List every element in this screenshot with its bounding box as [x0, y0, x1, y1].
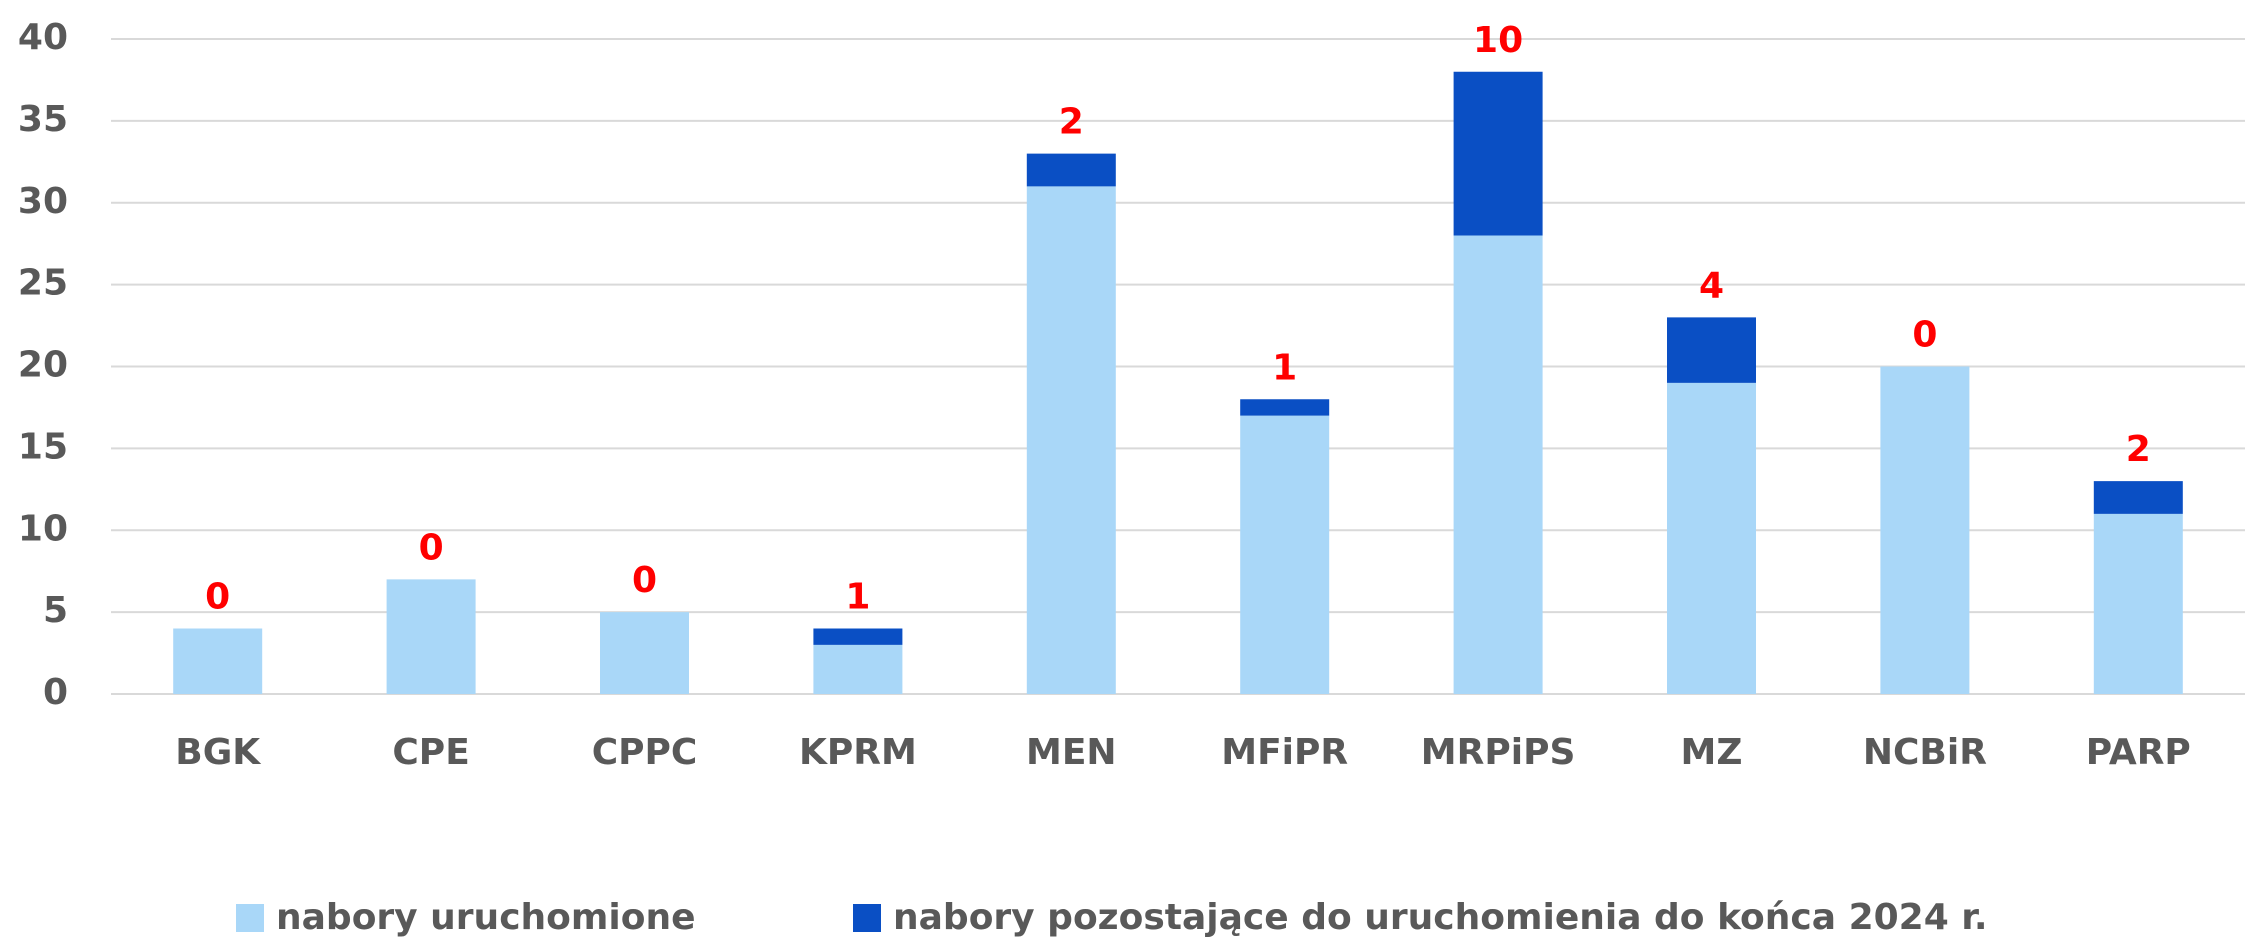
- y-tick-label: 30: [18, 181, 68, 222]
- bar-segment: [1667, 382, 1756, 694]
- data-label: 2: [2126, 429, 2151, 470]
- data-label: 0: [1912, 315, 1937, 356]
- bar-segment: [1453, 71, 1543, 236]
- y-tick-label: 20: [18, 345, 68, 386]
- x-tick-label: MZ: [1681, 732, 1743, 773]
- data-label: 1: [845, 577, 870, 618]
- x-tick-label: PARP: [2086, 732, 2191, 773]
- bar-segment: [813, 644, 903, 694]
- x-tick-label: MEN: [1026, 732, 1117, 773]
- x-tick-label: NCBiR: [1863, 732, 1987, 773]
- data-label: 2: [1059, 102, 1084, 143]
- bar-segment: [2093, 513, 2183, 694]
- data-label: 4: [1699, 265, 1724, 306]
- data-label: 0: [632, 560, 657, 601]
- legend-label: nabory pozostające do uruchomienia do ko…: [893, 897, 1988, 938]
- x-tick-label: MRPiPS: [1421, 732, 1576, 773]
- bar-segment: [600, 612, 689, 694]
- y-tick-label: 10: [18, 508, 68, 549]
- y-tick-label: 40: [18, 17, 68, 58]
- x-tick-label: MFiPR: [1221, 732, 1348, 773]
- legend-swatch: [236, 904, 264, 932]
- bar-segment: [1667, 317, 1756, 383]
- y-tick-label: 25: [18, 263, 68, 304]
- bar-segment: [386, 579, 476, 694]
- bar-segment: [1026, 186, 1116, 694]
- bar-segment: [1240, 415, 1330, 694]
- data-label: 10: [1473, 20, 1523, 61]
- bar-segment: [1026, 153, 1116, 187]
- x-tick-label: CPE: [392, 732, 469, 773]
- data-label: 0: [419, 527, 444, 568]
- legend-label: nabory uruchomione: [276, 897, 696, 938]
- bar-segment: [1880, 366, 1970, 694]
- bar-segment: [813, 628, 903, 645]
- bar-segment: [2093, 481, 2183, 514]
- x-tick-label: BGK: [175, 732, 261, 773]
- x-tick-label: CPPC: [592, 732, 698, 773]
- y-tick-label: 5: [43, 590, 68, 631]
- x-tick-label: KPRM: [799, 732, 917, 773]
- data-label: 1: [1272, 347, 1297, 388]
- bar-segment: [173, 628, 263, 694]
- y-tick-label: 0: [43, 672, 68, 713]
- y-tick-label: 15: [18, 426, 68, 467]
- y-tick-label: 35: [18, 99, 68, 140]
- bar-segment: [1453, 235, 1543, 694]
- bar-segment: [1240, 399, 1330, 416]
- legend-swatch: [853, 904, 881, 932]
- data-label: 0: [205, 577, 230, 618]
